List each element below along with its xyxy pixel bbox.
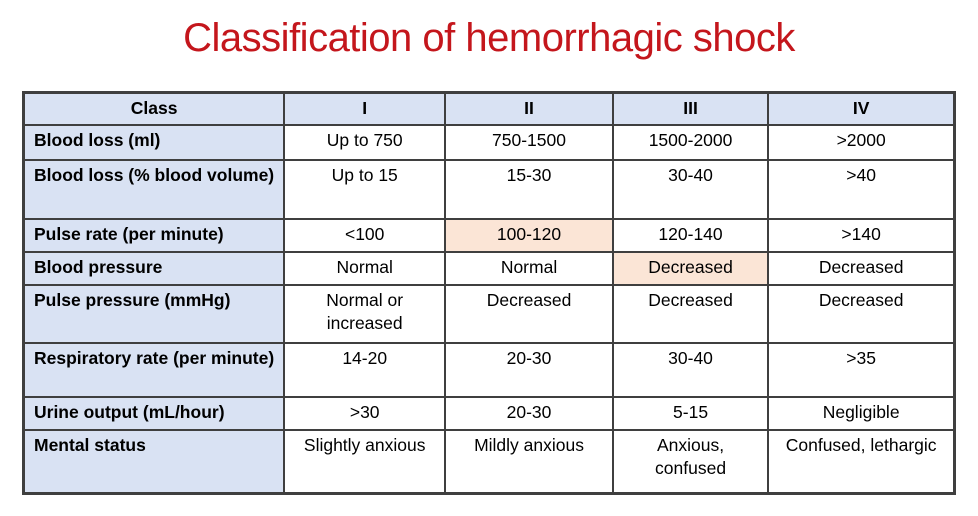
page-title: Classification of hemorrhagic shock [183, 16, 795, 60]
row-label: Pulse pressure (mmHg) [22, 283, 286, 344]
table-cell: Confused, lethargic [767, 428, 956, 495]
table-row-blood-loss-ml: Blood loss (ml) Up to 750 750-1500 1500-… [22, 123, 956, 161]
column-header-class: Class [22, 91, 286, 126]
table-cell: Normal or increased [283, 283, 447, 344]
row-label: Blood pressure [22, 250, 286, 286]
row-label: Urine output (mL/hour) [22, 395, 286, 431]
column-header-class-i: I [283, 91, 447, 126]
table-cell: 5-15 [611, 395, 770, 431]
table-cell: 120-140 [611, 217, 770, 253]
table-cell: Mildly anxious [444, 428, 614, 495]
table-row-mental-status: Mental status Slightly anxious Mildly an… [22, 428, 956, 495]
table-cell: <100 [283, 217, 447, 253]
table-cell: 14-20 [283, 341, 447, 398]
header-row: Class I II III IV [22, 91, 956, 126]
table-cell: Normal [283, 250, 447, 286]
row-label: Pulse rate (per minute) [22, 217, 286, 253]
table-cell: >140 [767, 217, 956, 253]
row-label: Blood loss (% blood volume) [22, 158, 286, 220]
table-cell: >30 [283, 395, 447, 431]
column-header-class-iii: III [611, 91, 770, 126]
table-row-blood-loss-percent: Blood loss (% blood volume) Up to 15 15-… [22, 158, 956, 220]
table-cell: 30-40 [611, 341, 770, 398]
table-cell: >35 [767, 341, 956, 398]
row-label: Blood loss (ml) [22, 123, 286, 161]
table-cell: Decreased [767, 250, 956, 286]
highlighted-cell: Decreased [611, 250, 770, 286]
table-cell: Decreased [444, 283, 614, 344]
table-row-blood-pressure: Blood pressure Normal Normal Decreased D… [22, 250, 956, 286]
table-row-respiratory-rate: Respiratory rate (per minute) 14-20 20-3… [22, 341, 956, 398]
table-cell: 20-30 [444, 341, 614, 398]
table-row-pulse-rate: Pulse rate (per minute) <100 100-120 120… [22, 217, 956, 253]
table-cell: 750-1500 [444, 123, 614, 161]
table-cell: 30-40 [611, 158, 770, 220]
table-row-pulse-pressure: Pulse pressure (mmHg) Normal or increase… [22, 283, 956, 344]
table-row-urine-output: Urine output (mL/hour) >30 20-30 5-15 Ne… [22, 395, 956, 431]
table-cell: Slightly anxious [283, 428, 447, 495]
column-header-class-ii: II [444, 91, 614, 126]
table-cell: Decreased [611, 283, 770, 344]
table-cell: Normal [444, 250, 614, 286]
table-cell: 20-30 [444, 395, 614, 431]
table-cell: Decreased [767, 283, 956, 344]
table-cell: >40 [767, 158, 956, 220]
hemorrhagic-shock-table: Class I II III IV Blood loss (ml) Up to … [22, 91, 956, 496]
table-cell: Up to 15 [283, 158, 447, 220]
table-cell: 15-30 [444, 158, 614, 220]
table-cell: Up to 750 [283, 123, 447, 161]
highlighted-cell: 100-120 [444, 217, 614, 253]
row-label: Respiratory rate (per minute) [22, 341, 286, 398]
row-label: Mental status [22, 428, 286, 495]
table-cell: 1500-2000 [611, 123, 770, 161]
table-cell: Negligible [767, 395, 956, 431]
column-header-class-iv: IV [767, 91, 956, 126]
table-cell: Anxious, confused [611, 428, 770, 495]
table-cell: >2000 [767, 123, 956, 161]
